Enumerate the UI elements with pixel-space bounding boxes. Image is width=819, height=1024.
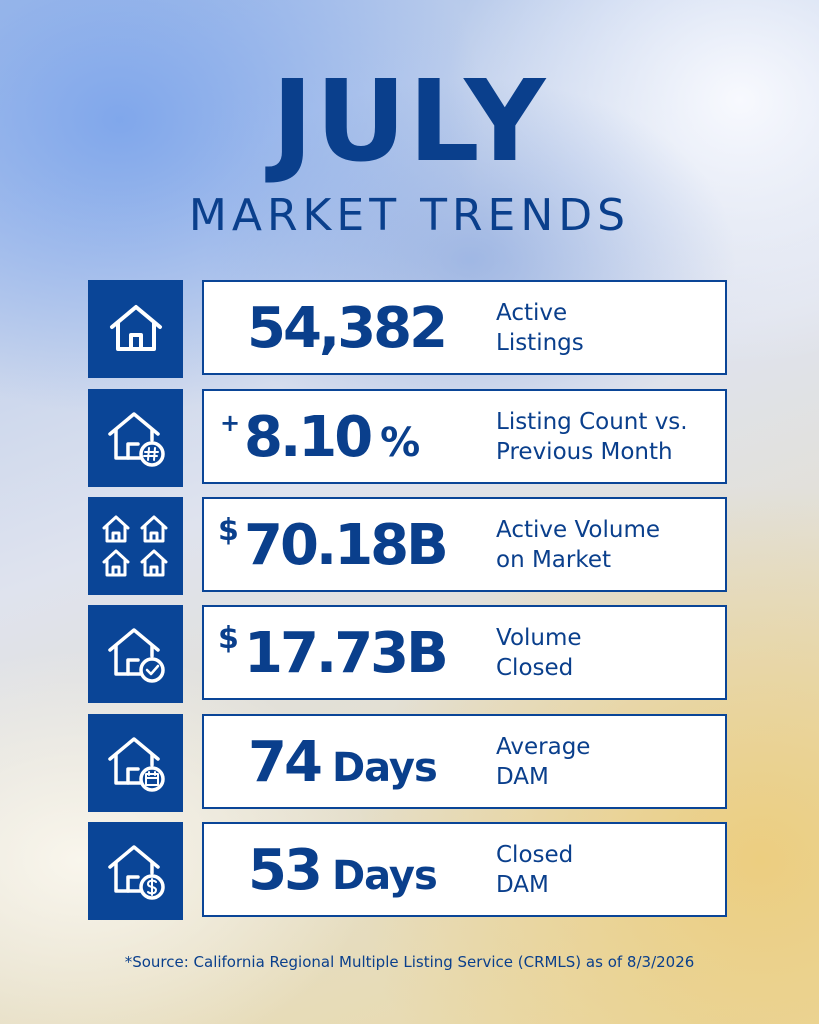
stat-row-listing-count: + 8.10% Listing Count vs. Previous Month (88, 389, 730, 487)
stat-label: Average DAM (496, 734, 591, 790)
house-dollar-icon (88, 822, 183, 920)
stat-prefix: $ (218, 621, 239, 656)
stat-card: $ 70.18B Active Volume on Market (202, 497, 727, 592)
stat-suffix: Days (331, 745, 438, 791)
stat-value: 53 (248, 838, 323, 903)
house-check-icon (88, 605, 183, 703)
stat-card: $ 17.73B Volume Closed (202, 605, 727, 700)
stat-label: Active Listings (496, 300, 584, 356)
stat-prefix: $ (218, 513, 239, 548)
stat-prefix: + (220, 409, 241, 437)
stat-value: 8.10 (244, 405, 373, 470)
stat-card: 54,382 Active Listings (202, 280, 727, 375)
house-calendar-icon (88, 714, 183, 812)
house-icon (88, 280, 183, 378)
stat-value-wrap: 53 Days (248, 836, 438, 911)
stat-label: Closed DAM (496, 842, 574, 898)
stat-value: 70.18B (244, 513, 449, 578)
stat-row-active-listings: 54,382 Active Listings (88, 280, 730, 378)
stat-label: Active Volume on Market (496, 517, 660, 573)
stat-value-wrap: 8.10% (244, 403, 420, 478)
source-footnote: *Source: California Regional Multiple Li… (124, 953, 695, 971)
page-title: JULY (271, 57, 548, 187)
stat-label: Listing Count vs. Previous Month (496, 409, 688, 465)
stat-card: 74 Days Average DAM (202, 714, 727, 809)
stat-row-active-volume: $ 70.18B Active Volume on Market (88, 497, 730, 595)
stat-row-average-dam: 74 Days Average DAM (88, 714, 730, 812)
stat-card: + 8.10% Listing Count vs. Previous Month (202, 389, 727, 484)
house-hash-icon (88, 389, 183, 487)
stat-value-wrap: 74 Days (248, 728, 438, 803)
stat-suffix: Days (331, 853, 438, 899)
four-houses-icon (88, 497, 183, 595)
stat-label: Volume Closed (496, 625, 582, 681)
stat-row-volume-closed: $ 17.73B Volume Closed (88, 605, 730, 703)
stat-suffix: % (380, 420, 420, 466)
stat-value: 74 (248, 730, 323, 795)
page-subtitle: MARKET TRENDS (188, 190, 631, 241)
stat-row-closed-dam: 53 Days Closed DAM (88, 822, 730, 920)
stat-value: 17.73B (244, 621, 449, 686)
stat-value: 54,382 (247, 296, 448, 361)
stat-card: 53 Days Closed DAM (202, 822, 727, 917)
